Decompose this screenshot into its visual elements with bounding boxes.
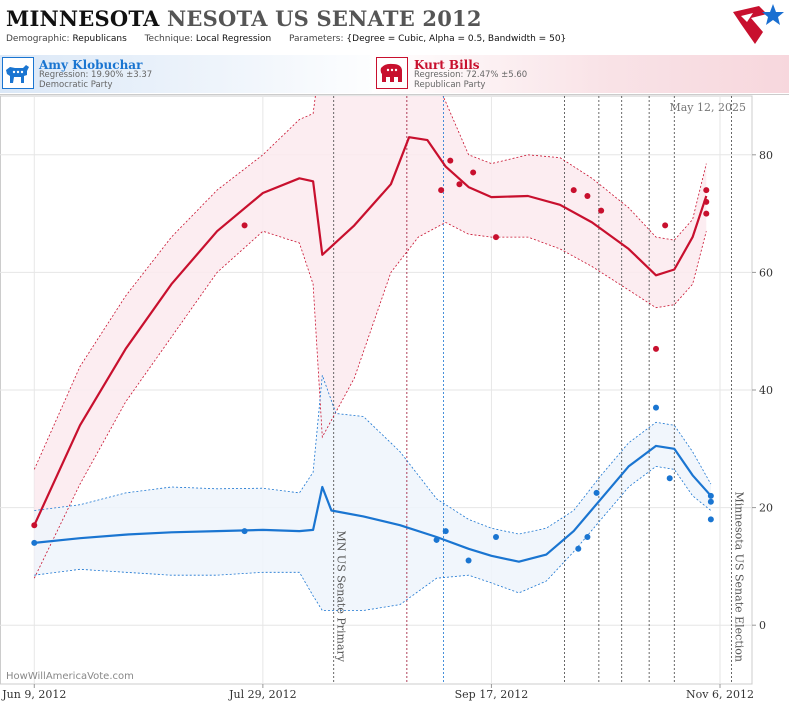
technique-value: Local Regression <box>195 34 272 44</box>
poll-point-bills <box>456 181 463 188</box>
poll-point-klobuchar <box>707 498 714 505</box>
poll-point-bills <box>493 234 499 241</box>
title-state: MINNESOTA <box>6 6 160 31</box>
poll-point-klobuchar <box>433 536 440 543</box>
candidate-regression-dem: Regression: 19.90% ±3.37 <box>39 70 153 80</box>
trend-line-klobuchar <box>34 444 712 563</box>
site-logo-icon[interactable] <box>729 2 785 48</box>
donkey-icon <box>2 57 34 89</box>
candidate-panel-dem: Amy Klobuchar Regression: 19.90% ±3.37 D… <box>0 55 395 93</box>
poll-point-bills <box>653 345 659 352</box>
lower-bound-bills <box>33 221 707 579</box>
poll-point-klobuchar <box>31 539 38 546</box>
x-tick-label: Nov 6, 2012 <box>686 688 754 701</box>
date-stamp: May 12, 2025 <box>669 101 746 114</box>
poll-point-bills <box>703 210 710 217</box>
y-tick-label: 60 <box>759 266 773 279</box>
candidate-party-dem: Democratic Party <box>39 80 113 90</box>
poll-point-bills <box>662 222 669 229</box>
y-tick-label: 0 <box>759 619 766 632</box>
x-tick-label: Jul 29, 2012 <box>228 688 297 701</box>
poll-point-bills <box>447 157 454 164</box>
event-label: Minnesota US Senate Election <box>732 492 745 662</box>
header-divider <box>0 94 789 95</box>
x-tick-label: Jun 9, 2012 <box>1 688 66 701</box>
y-tick-label: 40 <box>759 384 773 397</box>
candidate-regression-rep: Regression: 72.47% ±5.60 <box>414 70 528 80</box>
poll-point-bills <box>438 187 445 194</box>
chart-parameters: Demographic: Republicans Technique: Loca… <box>6 34 566 44</box>
page-title: MINNESOTA NESOTA US SENATE 2012 <box>6 6 482 31</box>
poll-point-bills <box>470 169 477 176</box>
header: MINNESOTA NESOTA US SENATE 2012 Demograp… <box>0 0 789 52</box>
candidate-name-dem: Amy Klobuchar <box>39 58 143 72</box>
poll-point-bills <box>703 198 710 205</box>
elephant-icon <box>376 57 408 89</box>
poll-point-klobuchar <box>707 516 714 523</box>
poll-point-klobuchar <box>653 404 659 411</box>
poll-point-klobuchar <box>584 534 591 540</box>
title-race: NESOTA US SENATE 2012 <box>167 6 482 31</box>
x-tick-label: Sep 17, 2012 <box>455 688 529 701</box>
poll-point-bills <box>598 207 605 214</box>
confidence-band-klobuchar <box>34 375 711 611</box>
trend-line-bills <box>33 136 708 526</box>
parameters-value: {Degree = Cubic, Alpha = 0.5, Bandwidth … <box>346 34 567 44</box>
watermark: HowWillAmericaVote.com <box>6 671 134 682</box>
poll-point-klobuchar <box>442 528 449 535</box>
poll-point-bills <box>584 192 591 199</box>
demographic-value: Republicans <box>72 34 127 44</box>
poll-point-bills <box>703 187 710 194</box>
poll-point-bills <box>570 187 577 194</box>
y-tick-label: 80 <box>759 149 773 162</box>
poll-point-klobuchar <box>465 557 472 564</box>
y-tick-label: 20 <box>759 502 773 515</box>
poll-point-klobuchar <box>666 475 673 482</box>
candidate-name-rep: Kurt Bills <box>414 58 480 72</box>
event-label: MN US Senate Primary <box>335 531 348 663</box>
poll-point-bills <box>31 522 38 529</box>
demographic-label: Demographic: <box>6 34 70 44</box>
poll-point-klobuchar <box>493 534 499 540</box>
poll-point-klobuchar <box>575 545 582 552</box>
poll-regression-chart: MN US Senate Primary Minnesota US Senate … <box>0 95 773 701</box>
confidence-band-bills <box>34 96 707 579</box>
poll-point-bills <box>241 222 248 229</box>
plot-layer <box>31 96 732 684</box>
parameters-label: Parameters: <box>288 34 344 44</box>
poll-point-klobuchar <box>241 528 248 535</box>
candidate-party-rep: Republican Party <box>414 80 486 90</box>
poll-point-klobuchar <box>593 489 600 496</box>
technique-label: Technique: <box>144 34 193 44</box>
upper-bound-klobuchar <box>34 375 712 535</box>
poll-point-klobuchar <box>707 492 714 499</box>
candidate-panel-rep: Kurt Bills Regression: 72.47% ±5.60 Repu… <box>372 55 789 93</box>
